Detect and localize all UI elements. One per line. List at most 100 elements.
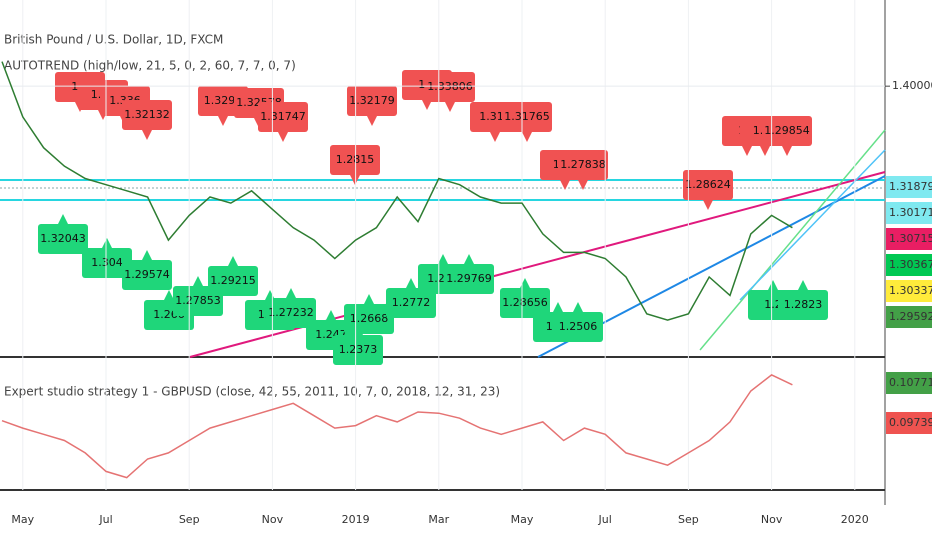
callout-label: 1.29769 bbox=[446, 272, 492, 285]
callout-label: 1.29574 bbox=[124, 268, 170, 281]
callout-box bbox=[82, 248, 132, 278]
callout-label: 1.28656 bbox=[502, 296, 548, 309]
callout-box bbox=[683, 170, 733, 200]
callout-label: 1.27838 bbox=[560, 158, 606, 171]
chart-title: British Pound / U.S. Dollar, 1D, FXCM bbox=[4, 33, 223, 47]
price-line bbox=[1, 374, 793, 479]
callouts: 1.31.331.3361.321321.32981.325781.317471… bbox=[38, 70, 828, 365]
callout-label: 1.2772 bbox=[392, 296, 431, 309]
callout-box bbox=[344, 304, 394, 334]
price-badge bbox=[886, 306, 932, 328]
callout-pointer bbox=[58, 214, 68, 224]
callout-pointer bbox=[102, 238, 112, 248]
callout-pointer bbox=[326, 310, 336, 320]
x-tick-label: Sep bbox=[678, 513, 699, 526]
callout-pointer bbox=[703, 200, 713, 210]
callout-pointer bbox=[522, 132, 532, 142]
callout-pointer bbox=[286, 288, 296, 298]
y-tick-label: 1.40000 bbox=[892, 79, 932, 92]
x-tick-label: Jul bbox=[598, 513, 612, 526]
price-badge bbox=[886, 372, 932, 394]
callout-box bbox=[347, 86, 397, 116]
callout-box bbox=[330, 145, 380, 175]
callout-box bbox=[425, 72, 475, 102]
callout-label: 1.31747 bbox=[260, 110, 306, 123]
callout-pointer bbox=[142, 130, 152, 140]
callout-pointer bbox=[553, 302, 563, 312]
callout-box bbox=[778, 290, 828, 320]
callout-box bbox=[500, 288, 550, 318]
callout-label: 1.3298 bbox=[204, 94, 243, 107]
callout-pointer bbox=[364, 294, 374, 304]
x-tick-label: Nov bbox=[761, 513, 783, 526]
price-badge bbox=[886, 176, 932, 198]
x-tick-label: 2019 bbox=[342, 513, 370, 526]
callout-pointer bbox=[782, 146, 792, 156]
callout-label: 1.29854 bbox=[764, 124, 810, 137]
callout-pointer bbox=[193, 276, 203, 286]
price-badge-label: 0.107718 bbox=[889, 376, 932, 389]
callout-box bbox=[122, 260, 172, 290]
price-badge-label: 1.29592 bbox=[889, 310, 932, 323]
callout-pointer bbox=[578, 180, 588, 190]
price-badge bbox=[886, 228, 932, 250]
callout-box bbox=[38, 224, 88, 254]
callout-pointer bbox=[490, 132, 500, 142]
indicator-title: Expert studio strategy 1 - GBPUSD (close… bbox=[4, 385, 500, 399]
x-tick-label: Sep bbox=[179, 513, 200, 526]
callout-pointer bbox=[422, 100, 432, 110]
callout-label: 1.2 bbox=[764, 298, 782, 311]
x-tick-label: May bbox=[511, 513, 534, 526]
price-badge bbox=[886, 254, 932, 276]
callout-label: 1.27853 bbox=[175, 294, 221, 307]
x-tick-label: Mar bbox=[428, 513, 449, 526]
callout-box bbox=[762, 116, 812, 146]
callout-pointer bbox=[445, 102, 455, 112]
callout-pointer bbox=[278, 132, 288, 142]
callout-label: 1.32179 bbox=[349, 94, 395, 107]
callout-label: 1.2506 bbox=[559, 320, 598, 333]
callout-label: 1.31765 bbox=[504, 110, 550, 123]
callout-pointer bbox=[464, 254, 474, 264]
price-badge-label: 1.30715 bbox=[889, 232, 932, 245]
callout-pointer bbox=[768, 280, 778, 290]
callout-pointer bbox=[406, 278, 416, 288]
callout-label: 1.28624 bbox=[685, 178, 731, 191]
price-badge bbox=[886, 412, 932, 434]
callout-box bbox=[266, 298, 316, 328]
callout-pointer bbox=[438, 254, 448, 264]
callout-box bbox=[553, 312, 603, 342]
trend-line bbox=[699, 129, 886, 351]
x-tick-label: May bbox=[11, 513, 34, 526]
callout-pointer bbox=[228, 256, 238, 266]
callout-box bbox=[558, 150, 608, 180]
callout-label: 1.29215 bbox=[210, 274, 256, 287]
callout-box bbox=[502, 102, 552, 132]
price-line bbox=[1, 61, 793, 321]
price-badge-label: 1.30171 bbox=[889, 206, 932, 219]
callout-pointer bbox=[798, 280, 808, 290]
callout-label: 1.32043 bbox=[40, 232, 86, 245]
indicator-title: AUTOTREND (high/low, 21, 5, 0, 2, 60, 7,… bbox=[4, 59, 296, 73]
callout-pointer bbox=[350, 175, 360, 185]
callout-pointer bbox=[142, 250, 152, 260]
callout-pointer bbox=[164, 290, 174, 300]
price-badge bbox=[886, 280, 932, 302]
callout-pointer bbox=[218, 116, 228, 126]
price-badge bbox=[886, 202, 932, 224]
callout-pointer bbox=[742, 146, 752, 156]
price-badge-label: 1.31879 bbox=[889, 180, 932, 193]
callout-box bbox=[386, 288, 436, 318]
callout-label: 1.2373 bbox=[339, 343, 378, 356]
price-badge-label: 1.30367 bbox=[889, 258, 932, 271]
price-badge-label: 1.30337 bbox=[889, 284, 932, 297]
trend-line bbox=[739, 149, 886, 301]
callout-label: 1.304 bbox=[91, 256, 123, 269]
callout-box bbox=[208, 266, 258, 296]
x-tick-label: 2020 bbox=[841, 513, 869, 526]
callout-box bbox=[258, 102, 308, 132]
callout-label: 1.2823 bbox=[784, 298, 823, 311]
callout-box bbox=[333, 335, 383, 365]
